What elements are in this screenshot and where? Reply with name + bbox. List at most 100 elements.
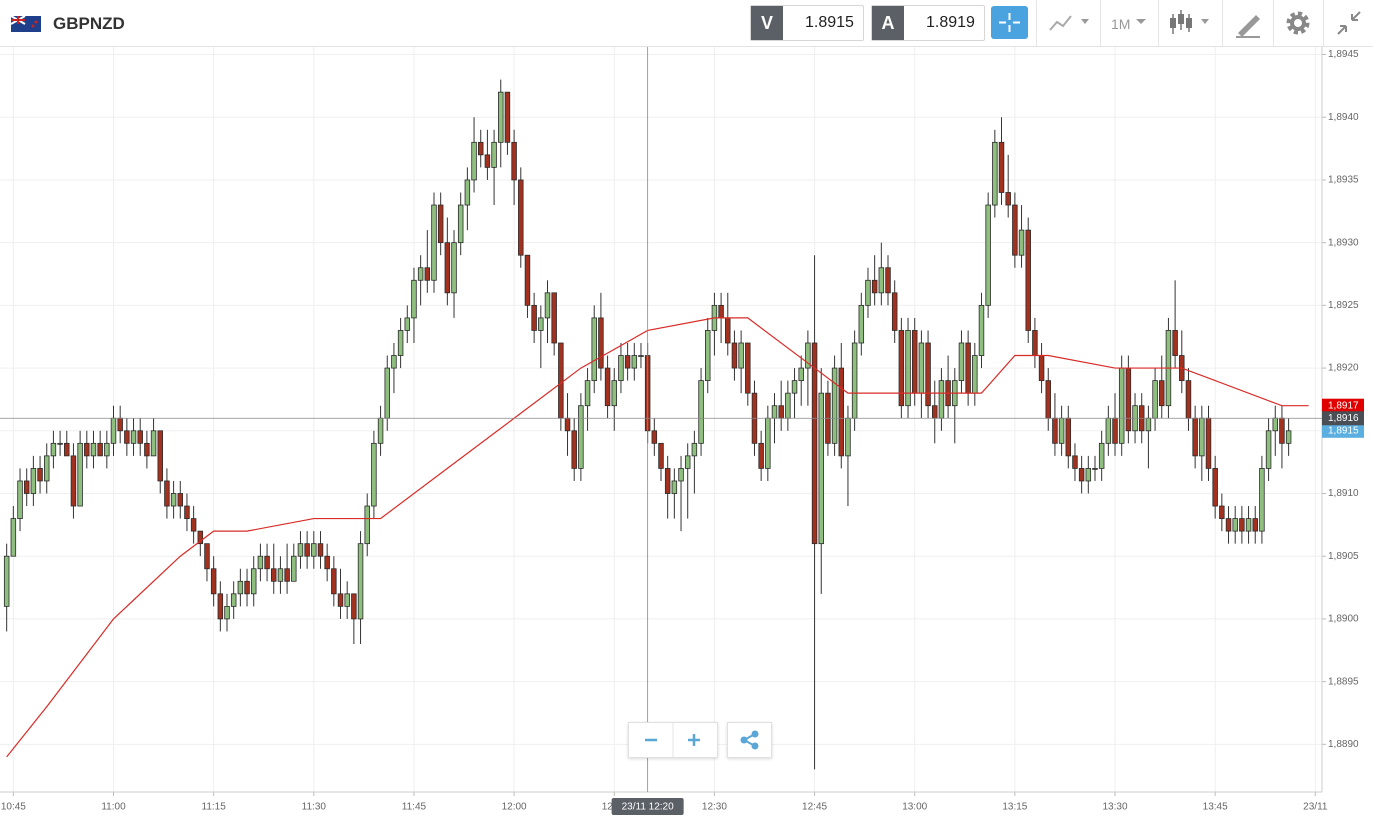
candle-body bbox=[1185, 380, 1192, 419]
candle-body bbox=[177, 493, 184, 507]
candle-body bbox=[97, 442, 103, 457]
candle-body bbox=[304, 543, 310, 557]
candle-body bbox=[1152, 380, 1158, 419]
candle-body bbox=[70, 455, 77, 507]
candle-body bbox=[785, 392, 791, 419]
candle-body bbox=[1252, 518, 1258, 532]
x-tick-label: 13:45 bbox=[1203, 802, 1228, 813]
candle-body bbox=[678, 468, 684, 482]
candle-body bbox=[1058, 417, 1065, 444]
candle-body bbox=[1078, 468, 1085, 482]
candle-body bbox=[351, 593, 357, 620]
candle-body bbox=[317, 543, 324, 557]
candle-body bbox=[758, 442, 764, 469]
candle-body bbox=[37, 468, 43, 482]
candle-body bbox=[611, 380, 617, 407]
zoom-controls bbox=[628, 722, 718, 758]
candle-body bbox=[564, 417, 571, 432]
share-button[interactable] bbox=[727, 722, 772, 758]
candle-body bbox=[84, 442, 90, 457]
y-tick-label: 1,8930 bbox=[1328, 237, 1359, 248]
candle-body bbox=[671, 480, 678, 494]
candle-body bbox=[698, 380, 704, 444]
candle-body bbox=[431, 204, 437, 281]
crosshair-y-tag-box bbox=[1322, 411, 1364, 426]
candle-body bbox=[851, 342, 858, 419]
x-tick-label: 11:30 bbox=[302, 802, 327, 813]
candle-body bbox=[1052, 417, 1058, 444]
crosshair-button[interactable] bbox=[991, 6, 1028, 39]
candle-body bbox=[230, 593, 237, 607]
candle-body bbox=[658, 442, 664, 469]
candle-body bbox=[651, 430, 658, 444]
zoom-icons bbox=[645, 723, 700, 757]
x-tick-label: 11:15 bbox=[202, 802, 227, 813]
interval-button[interactable]: 1M bbox=[1111, 16, 1131, 32]
candle-body bbox=[1272, 417, 1278, 432]
settings-button[interactable] bbox=[1283, 8, 1313, 38]
x-tick-label: 11:00 bbox=[101, 802, 126, 813]
candle-body bbox=[558, 342, 564, 419]
candle-body bbox=[1212, 468, 1218, 507]
x-tick-label: 12:45 bbox=[802, 802, 827, 813]
candle-body bbox=[538, 317, 544, 331]
candle-body bbox=[932, 405, 938, 419]
separator bbox=[1158, 0, 1159, 46]
candle-body bbox=[745, 342, 751, 394]
candle-body bbox=[457, 204, 464, 244]
candle-body bbox=[10, 518, 17, 557]
candle-body bbox=[958, 342, 965, 382]
collapse-button[interactable] bbox=[1334, 8, 1364, 38]
candle-body bbox=[1265, 430, 1272, 469]
y-tick-label: 1,8910 bbox=[1328, 488, 1359, 499]
candle-body bbox=[257, 555, 264, 570]
bid-tag-box bbox=[1322, 423, 1364, 438]
ma-tag-box bbox=[1322, 398, 1364, 413]
separator bbox=[1036, 0, 1037, 46]
separator bbox=[1100, 0, 1101, 46]
candle-body bbox=[190, 518, 197, 532]
candle-body bbox=[718, 304, 724, 319]
x-tick-label: 13:30 bbox=[1103, 802, 1128, 813]
candle-body bbox=[591, 317, 597, 382]
candle-style-button[interactable] bbox=[1167, 0, 1217, 46]
candle-body bbox=[918, 342, 925, 394]
zoom-in[interactable] bbox=[688, 734, 700, 746]
candle-body bbox=[805, 342, 811, 369]
candle-body bbox=[965, 342, 971, 394]
candle-body bbox=[664, 468, 671, 494]
candle-body bbox=[117, 417, 123, 432]
bid-button[interactable]: V 1.8915 bbox=[750, 5, 864, 41]
candle-body bbox=[885, 267, 891, 294]
candle-body bbox=[878, 267, 885, 294]
draw-button[interactable] bbox=[1234, 9, 1264, 39]
candle-body bbox=[210, 568, 217, 595]
candle-body bbox=[1145, 417, 1152, 432]
candle-body bbox=[938, 380, 945, 419]
chart-type-button[interactable] bbox=[1045, 0, 1095, 46]
candle-body bbox=[364, 505, 370, 545]
candle-body bbox=[110, 417, 117, 444]
candle-body bbox=[731, 342, 738, 369]
candle-body bbox=[130, 430, 137, 444]
candle-body bbox=[778, 405, 784, 419]
candle-body bbox=[164, 480, 170, 507]
x-tick-label: 12:30 bbox=[702, 802, 727, 813]
candle-body bbox=[344, 593, 350, 607]
ask-button[interactable]: A 1.8919 bbox=[871, 5, 985, 41]
candle-body bbox=[1225, 518, 1232, 532]
candle-body bbox=[1285, 430, 1292, 444]
candle-body bbox=[50, 442, 57, 457]
crosshair-y-tag: 1,8916 bbox=[1328, 413, 1359, 424]
candle-body bbox=[417, 267, 424, 281]
candle-body bbox=[598, 317, 604, 369]
candle-body bbox=[1072, 455, 1078, 469]
candle-body bbox=[217, 593, 224, 620]
bid-tag: 1,8915 bbox=[1328, 425, 1359, 436]
candle-body bbox=[765, 417, 771, 469]
candle-body bbox=[17, 480, 23, 519]
symbol: GBPNZD bbox=[53, 14, 125, 33]
candle-body bbox=[104, 442, 110, 457]
candle-body bbox=[1098, 442, 1105, 469]
y-tick-label: 1,8925 bbox=[1328, 300, 1359, 311]
